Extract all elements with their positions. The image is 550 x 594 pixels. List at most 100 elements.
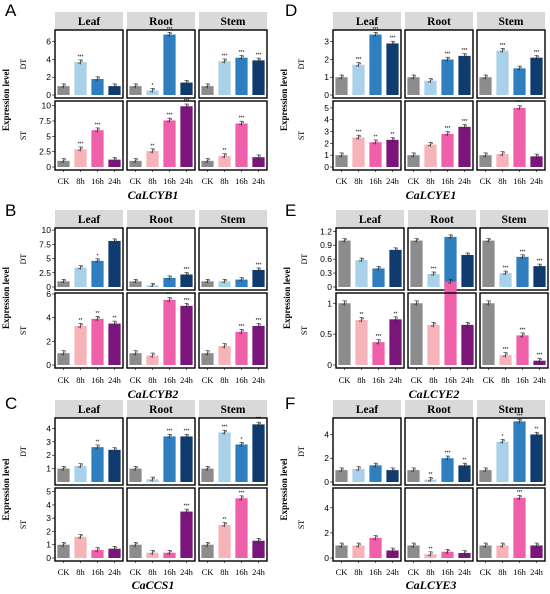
bar-16h <box>441 59 454 95</box>
x-tick-label-16h: 16h <box>372 375 386 385</box>
bar-16h <box>235 444 248 482</box>
x-tick-label-ck: CK <box>130 176 143 186</box>
replicate-point <box>393 319 395 322</box>
replicate-point <box>429 143 432 146</box>
significance-label: ** <box>429 546 433 552</box>
replicate-point <box>136 159 138 161</box>
replicate-point <box>503 439 505 442</box>
facet-label-stem: Stem <box>221 404 246 416</box>
significance-label: ** <box>223 148 227 154</box>
replicate-point <box>81 147 83 149</box>
replicate-point <box>343 302 346 304</box>
bar-24h <box>386 139 399 167</box>
replicate-point <box>225 430 227 433</box>
bar-ck <box>479 155 492 167</box>
replicate-point <box>414 75 416 77</box>
x-tick-label-16h: 16h <box>513 567 527 577</box>
replicate-point <box>339 155 341 158</box>
x-tick-label-8h: 8h <box>429 375 438 385</box>
replicate-point <box>376 463 378 465</box>
replicate-point <box>391 469 394 471</box>
facet-label-leaf: Leaf <box>78 214 101 226</box>
replicate-point <box>112 324 114 326</box>
bar-16h <box>235 331 248 365</box>
bar-ck <box>479 545 492 558</box>
replicate-point <box>240 331 243 333</box>
replicate-point <box>112 450 114 452</box>
replicate-point <box>170 118 172 120</box>
y-tick-label: 2 <box>324 54 329 64</box>
bar-24h <box>180 82 193 95</box>
bar-24h <box>180 274 193 287</box>
significance-label: ** <box>374 134 378 140</box>
replicate-point <box>151 150 154 152</box>
replicate-point <box>206 544 209 546</box>
replicate-point <box>520 106 522 108</box>
bar-16h <box>163 299 176 365</box>
significance-label: *** <box>517 100 523 106</box>
bar-24h <box>389 249 402 287</box>
replicate-point <box>468 253 470 255</box>
bar-16h <box>372 342 385 365</box>
replicate-point <box>187 303 189 306</box>
bar-16h <box>513 107 526 167</box>
replicate-point <box>487 302 490 304</box>
replicate-point <box>523 333 525 335</box>
x-tick-label-ck: CK <box>336 176 349 186</box>
replicate-point <box>225 344 227 346</box>
replicate-point <box>486 75 488 77</box>
replicate-point <box>520 66 522 68</box>
replicate-point <box>486 468 488 470</box>
replicate-point <box>360 319 363 321</box>
replicate-point <box>98 77 100 79</box>
replicate-point <box>359 467 361 469</box>
y-tick-label: 0 <box>327 360 332 370</box>
facet-strip <box>199 210 267 228</box>
facet-border <box>54 417 124 486</box>
x-tick-label-ck: CK <box>202 567 215 577</box>
replicate-point <box>534 156 536 159</box>
replicate-point <box>414 468 416 470</box>
x-tick-label-24h: 24h <box>252 567 266 577</box>
replicate-point <box>393 250 395 252</box>
replicate-point <box>484 544 487 547</box>
replicate-point <box>483 77 485 80</box>
x-tick-label-ck: CK <box>411 375 424 385</box>
replicate-point <box>259 324 261 326</box>
bar-24h <box>533 266 546 287</box>
y-tick-label: 1 <box>46 540 51 550</box>
replicate-point <box>339 470 341 472</box>
significance-label: *** <box>445 126 451 132</box>
replicate-point <box>462 127 464 129</box>
replicate-point <box>391 549 394 552</box>
bar-8h <box>218 524 231 558</box>
bar-16h <box>441 458 454 482</box>
replicate-point <box>520 419 522 421</box>
replicate-point <box>184 512 186 514</box>
bar-ck <box>129 353 142 365</box>
x-tick-label-8h: 8h <box>498 567 507 577</box>
bar-8h <box>496 154 509 167</box>
replicate-point <box>451 235 453 237</box>
significance-label: ** <box>394 311 398 317</box>
facet-border <box>476 100 546 171</box>
replicate-point <box>150 285 152 288</box>
x-tick-label-8h: 8h <box>76 176 85 186</box>
replicate-point <box>503 273 505 275</box>
replicate-point <box>184 436 186 439</box>
x-tick-label-8h: 8h <box>357 375 366 385</box>
replicate-point <box>134 85 137 87</box>
replicate-point <box>240 497 243 499</box>
x-tick-label-24h: 24h <box>180 567 194 577</box>
replicate-point <box>431 142 433 145</box>
significance-label: *** <box>520 249 526 255</box>
replicate-point <box>414 543 416 545</box>
replicate-point <box>357 544 360 547</box>
replicate-point <box>206 352 209 354</box>
bar-16h <box>369 34 382 95</box>
significance-label: *** <box>256 318 262 324</box>
replicate-point <box>339 545 341 548</box>
replicate-point <box>79 465 82 467</box>
significance-label: *** <box>184 504 190 510</box>
replicate-point <box>170 434 172 437</box>
